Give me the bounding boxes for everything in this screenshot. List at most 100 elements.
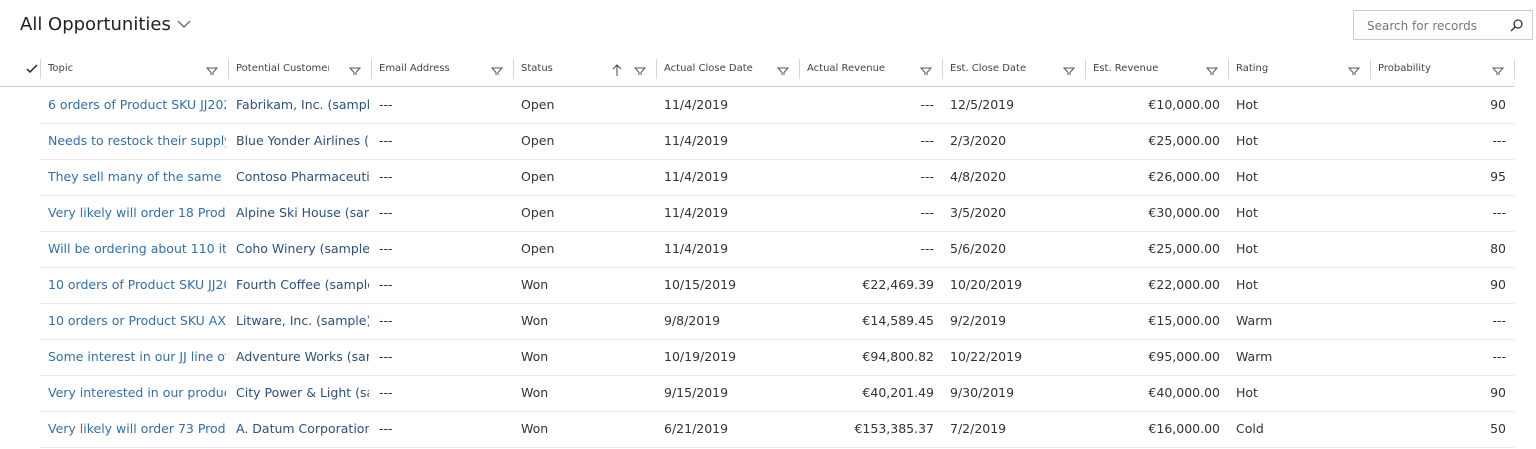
filter-icon[interactable] — [920, 63, 932, 75]
cell-text: --- — [379, 205, 393, 220]
cell-text: €10,000.00 — [1148, 97, 1220, 112]
filter-icon[interactable] — [349, 63, 361, 75]
row-divider — [40, 195, 1514, 196]
column-separator — [942, 59, 943, 79]
column-separator — [1514, 59, 1515, 79]
row-divider — [40, 447, 1514, 448]
row-divider — [40, 159, 1514, 160]
cell-text: 80 — [1490, 241, 1506, 256]
row-divider — [40, 231, 1514, 232]
customer-link[interactable]: A. Datum Corporation (s — [236, 421, 369, 436]
topic-link[interactable]: 10 orders of Product SKU JJ202 ( — [48, 277, 226, 292]
cell-text: 10/19/2019 — [664, 349, 737, 364]
cell-text: Open — [521, 97, 555, 112]
row-divider — [40, 303, 1514, 304]
customer-link[interactable]: Fourth Coffee (sample) — [236, 277, 369, 292]
column-header[interactable]: Rating — [1236, 63, 1269, 74]
customer-link[interactable]: Litware, Inc. (sample) — [236, 313, 369, 328]
customer-link[interactable]: Alpine Ski House (sample — [236, 205, 369, 220]
topic-link[interactable]: Some interest in our JJ line of pro — [48, 349, 226, 364]
cell-text: Won — [521, 385, 549, 400]
cell-text: €25,000.00 — [1148, 133, 1220, 148]
column-separator — [228, 59, 229, 79]
filter-icon[interactable] — [1492, 63, 1504, 75]
cell-text: 5/6/2020 — [950, 241, 1007, 256]
topic-link[interactable]: Needs to restock their supply of — [48, 133, 226, 148]
cell-text: --- — [920, 169, 934, 184]
topic-link[interactable]: Very interested in our products - — [48, 385, 226, 400]
row-divider — [40, 123, 1514, 124]
cell-text: 11/4/2019 — [664, 97, 729, 112]
cell-text: 4/8/2020 — [950, 169, 1007, 184]
column-separator — [513, 59, 514, 79]
sort-icon[interactable] — [612, 62, 622, 76]
topic-link[interactable]: Will be ordering about 110 items — [48, 241, 226, 256]
cell-text: €40,000.00 — [1148, 385, 1220, 400]
customer-link[interactable]: Fabrikam, Inc. (sample) — [236, 97, 369, 112]
customer-link[interactable]: Contoso Pharmaceuticals — [236, 169, 369, 184]
cell-text: --- — [379, 277, 393, 292]
filter-icon[interactable] — [634, 63, 646, 75]
row-divider — [40, 267, 1514, 268]
cell-text: --- — [1492, 205, 1506, 220]
topic-link[interactable]: They sell many of the same items — [48, 169, 226, 184]
cell-text: 10/15/2019 — [664, 277, 737, 292]
cell-text: 10/20/2019 — [950, 277, 1023, 292]
column-header[interactable]: Status — [521, 63, 553, 74]
cell-text: €40,201.49 — [862, 385, 934, 400]
search-box[interactable]: Search for records — [1353, 10, 1533, 40]
filter-icon[interactable] — [206, 63, 218, 75]
cell-text: Cold — [1236, 421, 1264, 436]
cell-text: 90 — [1490, 277, 1506, 292]
cell-text: 90 — [1490, 97, 1506, 112]
cell-text: Won — [521, 313, 549, 328]
filter-icon[interactable] — [1348, 63, 1360, 75]
filter-icon[interactable] — [1206, 63, 1218, 75]
topic-link[interactable]: 10 orders or Product SKU AX305 — [48, 313, 226, 328]
column-header[interactable]: Topic — [48, 63, 74, 74]
cell-text: 90 — [1490, 385, 1506, 400]
cell-text: €153,385.37 — [854, 421, 934, 436]
topic-link[interactable]: 6 orders of Product SKU JJ202 (sa — [48, 97, 226, 112]
cell-text: Hot — [1236, 133, 1258, 148]
cell-text: 11/4/2019 — [664, 133, 729, 148]
column-header[interactable]: Actual Close Date — [664, 63, 753, 74]
customer-link[interactable]: Blue Yonder Airlines (sam — [236, 133, 369, 148]
cell-text: Open — [521, 169, 555, 184]
customer-link[interactable]: City Power & Light (sam — [236, 385, 369, 400]
row-divider — [40, 339, 1514, 340]
column-header[interactable]: Probability — [1378, 63, 1431, 74]
column-header[interactable]: Actual Revenue — [807, 63, 886, 74]
cell-text: --- — [1492, 349, 1506, 364]
cell-text: --- — [379, 97, 393, 112]
cell-text: Won — [521, 349, 549, 364]
cell-text: 9/8/2019 — [664, 313, 721, 328]
column-separator — [40, 59, 41, 79]
cell-text: --- — [379, 385, 393, 400]
cell-text: --- — [1492, 313, 1506, 328]
filter-icon[interactable] — [491, 63, 503, 75]
cell-text: Hot — [1236, 97, 1258, 112]
column-separator — [371, 59, 372, 79]
cell-text: €22,000.00 — [1148, 277, 1220, 292]
column-header[interactable]: Potential Customer — [236, 63, 329, 74]
topic-link[interactable]: Very likely will order 73 Product S — [48, 421, 226, 436]
filter-icon[interactable] — [1063, 63, 1075, 75]
column-header[interactable]: Email Address — [379, 63, 450, 74]
view-title[interactable]: All Opportunities — [20, 14, 171, 35]
cell-text: €30,000.00 — [1148, 205, 1220, 220]
cell-text: 9/2/2019 — [950, 313, 1007, 328]
select-all-check[interactable] — [25, 62, 39, 76]
view-dropdown[interactable] — [176, 18, 192, 30]
column-header[interactable]: Est. Revenue — [1093, 63, 1159, 74]
customer-link[interactable]: Adventure Works (sampl — [236, 349, 369, 364]
header-divider — [0, 86, 1514, 87]
customer-link[interactable]: Coho Winery (sample) — [236, 241, 369, 256]
topic-link[interactable]: Very likely will order 18 Product S — [48, 205, 226, 220]
search-icon[interactable] — [1510, 18, 1524, 32]
cell-text: Open — [521, 133, 555, 148]
cell-text: 3/5/2020 — [950, 205, 1007, 220]
cell-text: --- — [379, 241, 393, 256]
filter-icon[interactable] — [777, 63, 789, 75]
column-header[interactable]: Est. Close Date — [950, 63, 1027, 74]
